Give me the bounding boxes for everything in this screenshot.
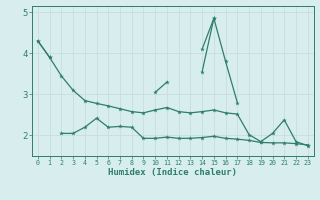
X-axis label: Humidex (Indice chaleur): Humidex (Indice chaleur)	[108, 168, 237, 177]
